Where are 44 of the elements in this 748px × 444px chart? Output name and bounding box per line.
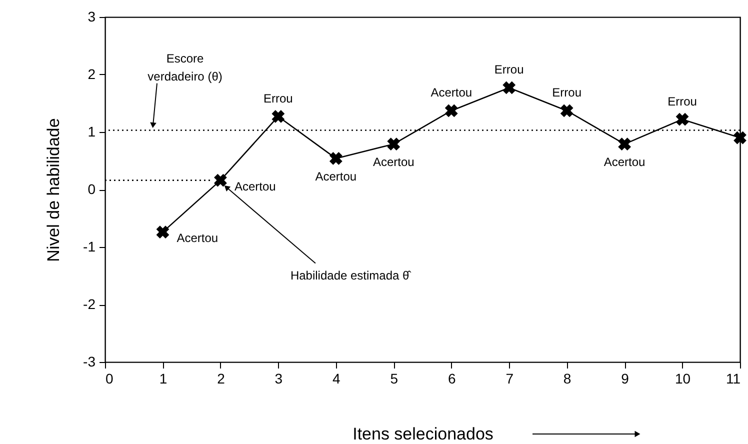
point (387, 138, 400, 151)
point (560, 104, 574, 118)
y-tick-label: 1 (88, 124, 96, 140)
point (214, 174, 227, 187)
data-label: Acertou (234, 179, 276, 194)
x-tick-label: 0 (106, 370, 114, 386)
point (734, 131, 746, 144)
point (156, 226, 170, 239)
data-label: Acertou (176, 231, 218, 246)
data-label: Acertou (604, 155, 646, 170)
y-axis-title: Nivel de habilidade (44, 118, 64, 262)
point (618, 138, 631, 151)
data-label: Errou (552, 86, 582, 100)
x-axis-title: Itens selecionados (352, 424, 494, 444)
x-tick-label: 4 (332, 370, 341, 386)
y-tick-label: -1 (83, 238, 96, 254)
point (444, 104, 458, 118)
y-tick-label: -2 (83, 296, 96, 312)
x-tick-label: 8 (563, 370, 572, 386)
point (272, 110, 285, 123)
y-tick-label: 2 (88, 66, 96, 82)
x-tick-label: 6 (448, 370, 456, 386)
data-label: Acertou (315, 169, 357, 184)
x-tick-label: 11 (726, 370, 741, 386)
x-tick-label: 9 (621, 370, 630, 386)
y-tick-label: 3 (88, 8, 96, 24)
data-label: Errou (668, 94, 697, 108)
point (329, 152, 342, 165)
annotation: Habilidade estimada θ̂ (290, 268, 412, 282)
y-tick-label: 0 (88, 181, 96, 197)
data-label: Acertou (372, 155, 414, 170)
x-tick-label: 3 (274, 370, 283, 386)
point (676, 112, 689, 126)
ref-line-label: Escore verdadeiro (θ) (148, 51, 222, 84)
data-label: Acertou (430, 86, 472, 100)
x-tick-label: 2 (217, 370, 226, 386)
x-tick-label: 10 (674, 370, 691, 386)
x-tick-label: 7 (506, 370, 514, 386)
x-tick-label: 1 (159, 370, 168, 386)
point (502, 81, 516, 94)
data-label: Errou (264, 91, 293, 106)
x-tick-label: 5 (390, 370, 398, 386)
y-tick-label: -3 (83, 354, 96, 370)
data-label: Errou (494, 62, 524, 77)
